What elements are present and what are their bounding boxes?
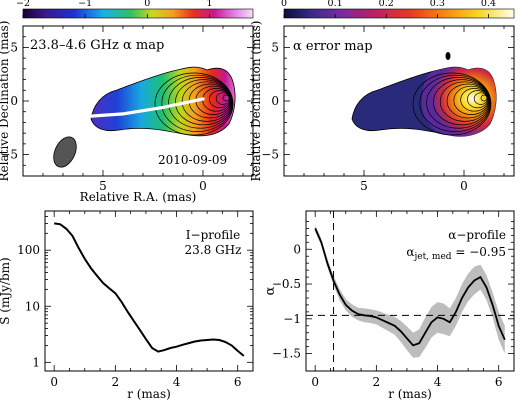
intensity-xtick-label: 6 xyxy=(234,375,242,389)
alpha-map-xlabel: Relative R.A. (mas) xyxy=(80,190,197,204)
error-map-label: α error map xyxy=(293,39,373,54)
alpha-profile-xtick-label: 0 xyxy=(311,375,319,389)
contour xyxy=(209,90,231,109)
alpha-map-ylabel: Relative Declination (mas) xyxy=(0,21,11,182)
contour xyxy=(154,72,234,136)
colorbar-alpha-tick-label: −1 xyxy=(78,0,92,9)
alpha-profile-xtick-label: 6 xyxy=(495,375,503,389)
contour xyxy=(480,94,488,102)
intensity-label-line2: 23.8 GHz xyxy=(185,243,242,257)
colorbar-error-tick-label: 0 xyxy=(281,0,287,9)
intensity-xlabel: r (mas) xyxy=(127,387,171,401)
intensity-ytick-label: 10 xyxy=(25,299,40,313)
error-map-ylabel: Relative Declination (mas) xyxy=(249,21,263,182)
intensity-xtick-label: 2 xyxy=(112,375,120,389)
contour xyxy=(222,94,230,102)
error-map-ytick-label: 5 xyxy=(271,40,279,54)
alpha-profile-xlabel: r (mas) xyxy=(388,387,432,401)
alpha-map-ytick-label: 0 xyxy=(10,94,18,108)
error-blob xyxy=(445,52,451,60)
intensity-profile-line xyxy=(54,222,245,357)
colorbar-alpha-tick-label: −2 xyxy=(16,0,30,9)
colorbar-error-tick-label: 0.1 xyxy=(328,0,343,9)
alpha-map-label: 23.8–4.6 GHz α map xyxy=(30,38,164,53)
panel-alpha-map: −2 −1 0 1 23.8–4.6 GHz α map 2010-09-09 5 0 5… xyxy=(0,0,254,204)
colorbar-error-tick-label: 0.3 xyxy=(430,0,445,9)
alpha-profile-ytick-label: 0 xyxy=(293,242,301,256)
alpha-profile-line xyxy=(314,228,506,347)
contour xyxy=(453,85,489,115)
contour xyxy=(473,92,488,105)
contour xyxy=(460,88,489,112)
error-map-xtick-label: 5 xyxy=(360,179,368,193)
alpha-profile-ylabel: α xyxy=(263,286,278,295)
contour xyxy=(467,90,489,109)
panel-error-map: 0 0.1 0.2 0.3 0.4 α error map 5 0 5 0 −5 Relativ… xyxy=(249,0,515,193)
contour xyxy=(215,92,230,105)
intensity-label-line1: I−profile xyxy=(186,228,240,242)
alpha-map-ytick-label: −5 xyxy=(0,148,18,162)
colorbar-error-tick-label: 0.4 xyxy=(481,0,496,9)
date-label: 2010-09-09 xyxy=(158,153,227,167)
intensity-xtick-label: 4 xyxy=(173,375,181,389)
beam-ellipse xyxy=(53,136,77,168)
alpha-jet-emission xyxy=(90,66,236,137)
intensity-ytick-label: 1 xyxy=(32,355,40,369)
panel-alpha-profile: 0 2 4 6 0 −0.5 −1 −1.5 α−profile αjet, med = −0… xyxy=(263,210,515,401)
error-map-xtick-label: 0 xyxy=(460,179,468,193)
panel-intensity-profile: 0 2 4 6 1 10 100 I−profile 23.8 GHz r (mas) S … xyxy=(0,210,254,401)
colorbar-error-tick-label: 0.2 xyxy=(379,0,394,9)
contour xyxy=(439,81,490,122)
colorbar-alpha-tick-label: 0 xyxy=(144,0,150,9)
jet-ridge-line xyxy=(75,97,205,119)
contour xyxy=(426,77,491,129)
contour xyxy=(168,77,233,129)
contour xyxy=(181,81,232,122)
alpha-profile-ytick-label: −1.5 xyxy=(272,347,301,361)
contour xyxy=(161,74,233,132)
contour xyxy=(433,79,491,126)
intensity-ytick-label: 100 xyxy=(17,243,40,257)
colorbar-alpha-tick-label: 1 xyxy=(206,0,212,9)
alpha-profile-ytick-label: −0.5 xyxy=(272,277,301,291)
alpha-map-ytick-label: 5 xyxy=(10,40,18,54)
colorbar-error-bar xyxy=(283,8,515,19)
contour xyxy=(419,74,491,132)
alpha-profile-xtick-label: 2 xyxy=(373,375,381,389)
intensity-ylabel: S (mJy/bm) xyxy=(0,257,12,324)
alpha-profile-xtick-label: 4 xyxy=(434,375,442,389)
colorbar-alpha: −2 −1 0 1 xyxy=(16,0,254,19)
contour xyxy=(412,72,492,136)
colorbar-alpha-bar xyxy=(22,8,254,19)
alpha-profile-ytick-label: −1 xyxy=(283,312,301,326)
intensity-xtick-label: 0 xyxy=(50,375,58,389)
alpha-map-xtick-label: 0 xyxy=(199,179,207,193)
error-map-ytick-label: −5 xyxy=(261,148,279,162)
alpha-profile-label: α−profile xyxy=(448,228,506,242)
colorbar-error: 0 0.1 0.2 0.3 0.4 xyxy=(281,0,515,19)
contour xyxy=(175,79,233,126)
error-map-ytick-label: 0 xyxy=(271,94,279,108)
error-contours xyxy=(412,72,492,136)
alpha-map-xtick-label: 5 xyxy=(99,179,107,193)
alpha-median-annotation: αjet, med = −0.95 xyxy=(406,245,506,262)
contour xyxy=(446,83,490,119)
